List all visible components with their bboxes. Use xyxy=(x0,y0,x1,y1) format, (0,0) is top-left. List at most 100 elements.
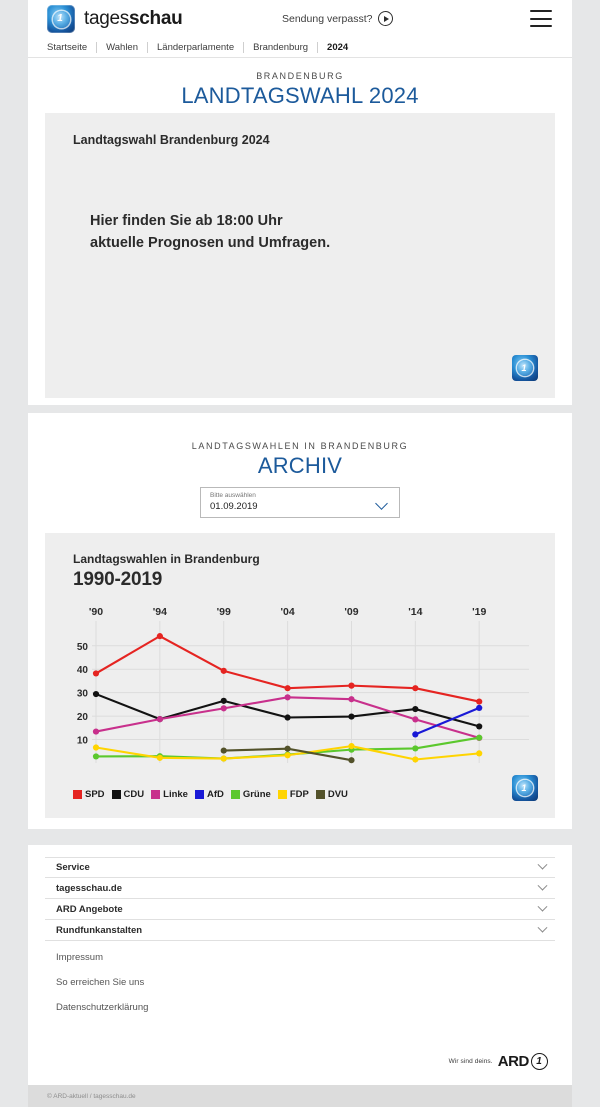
series-point-SPD xyxy=(348,682,355,689)
series-point-Grüne xyxy=(476,734,483,741)
footer-link-datenschutz[interactable]: Datenschutzerklärung xyxy=(56,1002,149,1013)
legend-item-SPD[interactable]: SPD xyxy=(73,789,105,800)
series-point-SPD xyxy=(156,633,163,640)
series-point-FDP xyxy=(412,756,419,763)
series-point-Linke xyxy=(348,696,355,703)
chart-svg: 10 20 30 40 50 '90 '94 '99 '04 '09 '14 '19 xyxy=(77,606,529,764)
legend-swatch-CDU xyxy=(111,790,121,799)
footer-accordion-tagesschau[interactable]: tagesschau.de xyxy=(45,878,555,899)
legend-swatch-Linke xyxy=(151,790,161,799)
archive-select-value: 01.09.2019 xyxy=(210,501,258,512)
legend-swatch-FDP xyxy=(277,790,287,799)
series-point-Grüne xyxy=(412,745,419,752)
series-point-Linke xyxy=(284,694,291,701)
legend-item-FDP[interactable]: FDP xyxy=(277,789,309,800)
breadcrumb-item-brandenburg[interactable]: Brandenburg xyxy=(244,42,319,53)
badge-one-glyph: 1 xyxy=(521,363,527,373)
chevron-down-icon[interactable] xyxy=(537,901,548,912)
archive-headline: ARCHIV xyxy=(257,453,343,478)
ard-one-icon: 1 xyxy=(531,1053,548,1070)
footer-accordion-rundfunkanstalten[interactable]: Rundfunkanstalten xyxy=(45,920,555,941)
series-point-FDP xyxy=(92,744,100,751)
x-axis-tick-04: '04 xyxy=(281,606,295,618)
series-point-FDP xyxy=(348,743,355,750)
chart-title: 1990-2019 xyxy=(73,569,163,590)
footer-accordion-service[interactable]: Service xyxy=(45,857,555,878)
archive-select-label: Bitte auswählen xyxy=(210,492,256,499)
y-axis-tick-20: 20 xyxy=(77,712,89,723)
series-point-DVU xyxy=(220,747,227,754)
legend-label-DVU: DVU xyxy=(327,789,348,800)
play-icon[interactable] xyxy=(378,11,394,26)
series-point-Grüne xyxy=(92,753,100,760)
x-axis-tick-09: '09 xyxy=(344,606,358,618)
site-footer: Service tagesschau.de ARD Angebote Rundf… xyxy=(28,845,572,1085)
tagesschau-logo-icon: 1 xyxy=(47,5,75,33)
series-point-AfD xyxy=(476,704,483,711)
election-headline: LANDTAGSWAHL 2024 xyxy=(181,83,419,108)
series-point-CDU xyxy=(220,697,227,704)
footer-accordion-list: Service tagesschau.de ARD Angebote Rundf… xyxy=(45,857,555,941)
series-point-DVU xyxy=(284,745,291,752)
footer-accordion-ard-angebote[interactable]: ARD Angebote xyxy=(45,899,555,920)
tagesschau-brand-link[interactable]: 1 tagesschau xyxy=(47,5,183,33)
breadcrumb-item-startseite[interactable]: Startseite xyxy=(47,42,98,53)
tagesschau-badge-icon-chart[interactable]: 1 xyxy=(512,775,538,801)
breadcrumb: Startseite Wahlen Länderparlamente Brand… xyxy=(28,38,572,58)
ard-claim-text: Wir sind deins. xyxy=(448,1058,493,1065)
chevron-down-icon[interactable] xyxy=(537,880,548,891)
election-message-line-2: aktuelle Prognosen und Umfragen. xyxy=(90,235,331,252)
breadcrumb-item-laenderparlamente[interactable]: Länderparlamente xyxy=(148,42,245,53)
x-axis-tick-14: '14 xyxy=(408,606,422,618)
y-axis-tick-40: 40 xyxy=(77,665,89,676)
footer-link-kontakt[interactable]: So erreichen Sie uns xyxy=(56,977,145,988)
chart-legend: SPD CDU Linke AfD Grüne FDP DVU xyxy=(73,789,348,800)
brand-text-light: tages xyxy=(84,8,129,29)
legend-item-Grüne[interactable]: Grüne xyxy=(230,789,271,800)
x-axis-tick-90: '90 xyxy=(89,606,103,618)
badge-one-glyph-chart: 1 xyxy=(521,783,527,793)
archive-date-select[interactable]: Bitte auswählen 01.09.2019 xyxy=(200,487,400,518)
y-axis-tick-50: 50 xyxy=(77,642,89,653)
footer-link-impressum[interactable]: Impressum xyxy=(56,952,103,963)
series-point-CDU xyxy=(92,690,100,698)
series-point-CDU xyxy=(476,723,483,730)
chevron-down-icon[interactable] xyxy=(375,497,388,510)
chart-subtitle: Landtagswahlen in Brandenburg xyxy=(73,552,260,566)
x-axis-tick-94: '94 xyxy=(153,606,167,618)
archive-section: LANDTAGSWAHLEN IN BRANDENBURG ARCHIV Bit… xyxy=(28,413,572,829)
series-point-FDP xyxy=(220,755,227,762)
election-kicker: BRANDENBURG xyxy=(256,71,344,81)
ard-wordmark: ARD xyxy=(497,1053,530,1070)
election-message-line-1: Hier finden Sie ab 18:00 Uhr xyxy=(90,213,283,229)
y-axis-tick-30: 30 xyxy=(77,689,89,700)
chevron-down-icon[interactable] xyxy=(537,922,548,933)
footer-accordion-tagesschau-label: tagesschau.de xyxy=(56,882,122,894)
sendung-verpasst-label: Sendung verpasst? xyxy=(282,12,373,25)
legend-item-DVU[interactable]: DVU xyxy=(315,789,348,800)
breadcrumb-item-2024: 2024 xyxy=(327,42,349,53)
series-point-DVU xyxy=(348,757,355,764)
tagesschau-badge-icon[interactable]: 1 xyxy=(512,355,538,381)
legend-item-CDU[interactable]: CDU xyxy=(111,789,144,800)
legend-swatch-DVU xyxy=(315,790,325,799)
sendung-verpasst-link[interactable]: Sendung verpasst? xyxy=(282,11,394,26)
series-point-FDP xyxy=(156,754,163,761)
menu-hamburger-icon[interactable] xyxy=(530,10,552,27)
chevron-down-icon[interactable] xyxy=(537,859,548,870)
header-top-bar: 1 tagesschau Sendung verpasst? xyxy=(28,0,572,38)
election-results-line-chart: 10 20 30 40 50 '90 '94 '99 '04 '09 '14 '19 xyxy=(62,605,539,775)
legend-item-Linke[interactable]: Linke xyxy=(151,789,188,800)
legend-item-AfD[interactable]: AfD xyxy=(194,789,224,800)
legend-label-AfD: AfD xyxy=(206,789,224,800)
archive-chart-card: Landtagswahlen in Brandenburg 1990-2019 … xyxy=(45,533,555,818)
series-line-AfD xyxy=(414,706,481,736)
breadcrumb-item-wahlen[interactable]: Wahlen xyxy=(97,42,148,53)
election-section: BRANDENBURG LANDTAGSWAHL 2024 Landtagswa… xyxy=(28,58,572,405)
ard-logo-block: Wir sind deins. ARD 1 xyxy=(449,1053,548,1070)
series-point-CDU xyxy=(348,713,355,720)
series-point-FDP xyxy=(476,750,483,757)
legend-label-Linke: Linke xyxy=(163,789,188,800)
archive-kicker: LANDTAGSWAHLEN IN BRANDENBURG xyxy=(191,441,409,451)
